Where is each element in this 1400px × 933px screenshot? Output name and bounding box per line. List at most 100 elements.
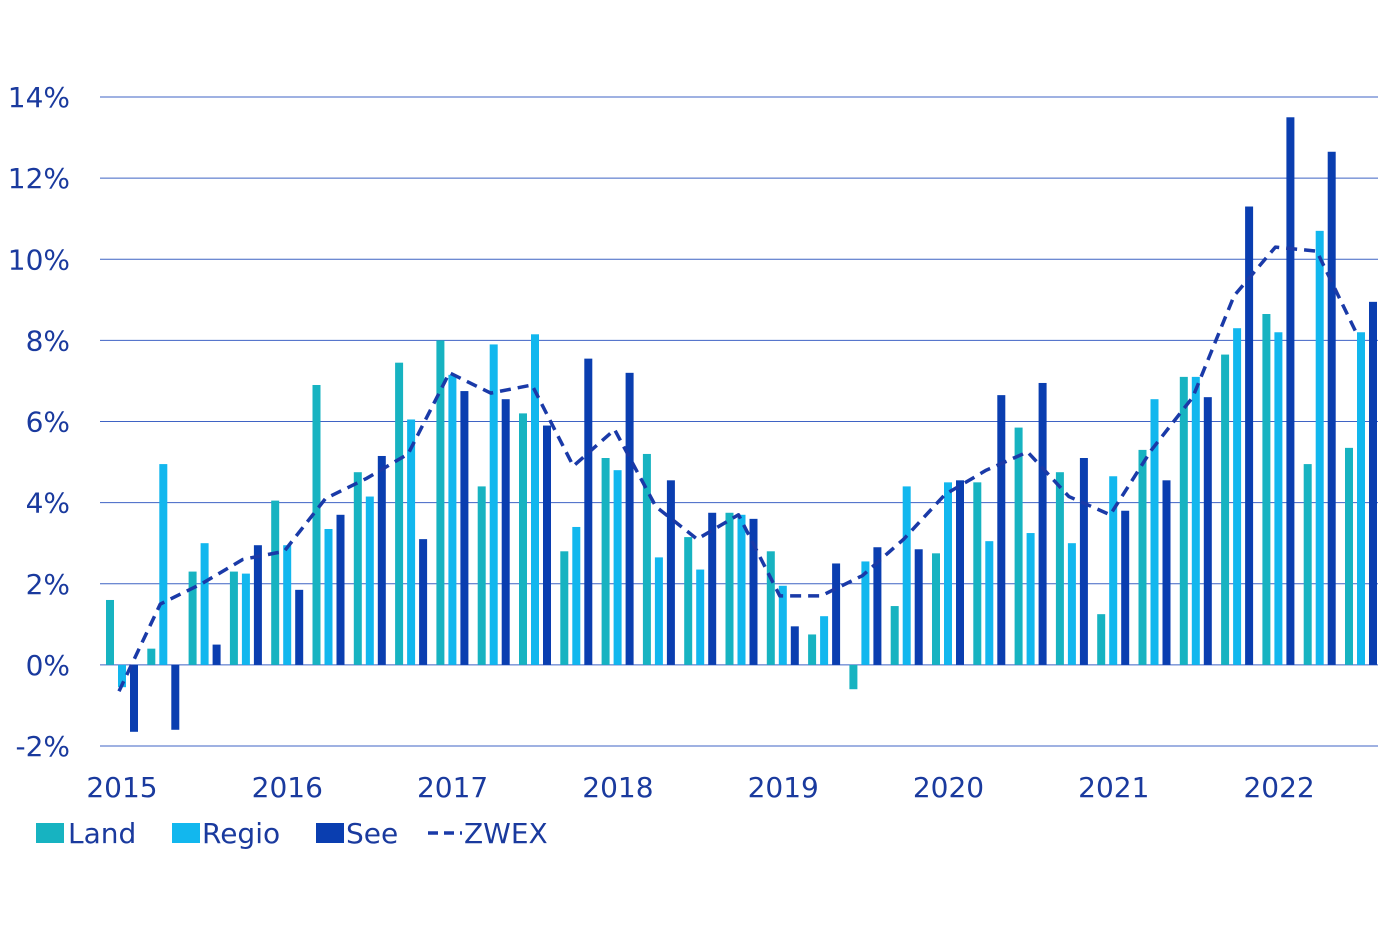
bar-regio	[861, 561, 870, 665]
bar-regio	[654, 557, 663, 665]
bar-regio	[572, 526, 581, 665]
legend-label-regio: Regio	[202, 817, 280, 850]
y-tick-label: 4%	[26, 487, 70, 520]
bar-regio	[118, 664, 126, 688]
bar-see	[790, 626, 799, 665]
legend-swatch-see	[316, 823, 344, 843]
bar-see	[295, 589, 304, 665]
bar-regio	[324, 528, 333, 665]
zwex-line-layer	[117, 245, 1360, 692]
bar-regio	[489, 344, 498, 665]
bar-land	[1179, 376, 1188, 665]
bar-see	[1079, 458, 1088, 665]
bar-see	[212, 644, 221, 665]
x-tick-label: 2022	[1243, 771, 1314, 804]
bar-land	[188, 571, 197, 665]
bar-regio	[696, 569, 705, 665]
bar-regio	[159, 464, 168, 665]
x-tick-label: 2016	[252, 771, 323, 804]
bar-land	[229, 571, 238, 665]
bar-see	[501, 399, 510, 665]
bar-see	[708, 512, 717, 665]
bar-see	[1121, 510, 1130, 665]
bar-land	[312, 384, 321, 665]
x-axis: 2015 2016 2017 2018 2019 2020 2021 2022	[86, 771, 1314, 804]
bar-regio	[1191, 376, 1200, 665]
bar-regio	[1315, 230, 1324, 665]
bar-land	[642, 453, 651, 665]
bar-regio	[778, 585, 787, 665]
y-tick-label: 6%	[26, 406, 70, 439]
bar-regio	[1233, 328, 1242, 665]
bar-regio	[902, 486, 911, 665]
bar-see	[625, 372, 634, 665]
bar-regio	[737, 514, 746, 665]
bar-regio	[283, 545, 292, 665]
y-axis: -2% 0% 2% 4% 6% 8% 10% 12% 14%	[8, 81, 70, 763]
bar-land	[684, 537, 693, 665]
bar-regio	[531, 334, 539, 665]
bar-see	[460, 391, 469, 665]
bar-see	[1327, 151, 1336, 665]
bar-regio	[985, 541, 994, 665]
bar-land	[601, 458, 610, 665]
x-tick-label: 2019	[748, 771, 819, 804]
legend-label-zwex: ZWEX	[464, 817, 548, 850]
bar-land	[932, 553, 940, 665]
y-tick-label: 10%	[8, 243, 70, 276]
bar-land	[1055, 472, 1064, 665]
bar-regio	[1109, 476, 1118, 665]
bar-see	[336, 514, 345, 665]
y-tick-label: -2%	[15, 730, 70, 763]
bar-land	[436, 340, 445, 665]
zwex-line	[117, 245, 1360, 692]
bar-regio	[1274, 332, 1283, 665]
bar-see	[1203, 397, 1212, 665]
legend-swatch-land	[36, 823, 64, 843]
x-tick-label: 2017	[417, 771, 488, 804]
bar-land	[477, 486, 486, 665]
legend-label-see: See	[346, 817, 398, 850]
bar-regio	[365, 496, 374, 665]
bar-regio	[1150, 399, 1159, 665]
bars	[106, 117, 1377, 732]
bar-land	[1014, 427, 1023, 665]
bar-land	[849, 664, 858, 690]
bar-see	[666, 480, 675, 665]
bar-see	[377, 455, 386, 665]
bar-land	[1345, 447, 1353, 665]
bar-see	[1245, 206, 1254, 665]
bar-regio	[1067, 543, 1076, 665]
x-tick-label: 2018	[582, 771, 653, 804]
bar-see	[832, 563, 841, 665]
bar-see	[1369, 301, 1377, 665]
bar-see	[873, 547, 882, 665]
y-tick-label: 2%	[26, 568, 70, 601]
bar-land	[271, 500, 280, 665]
bar-regio	[200, 543, 209, 665]
bar-land	[808, 634, 817, 665]
bar-regio	[820, 616, 829, 665]
bar-land	[973, 482, 982, 665]
bar-land	[725, 512, 734, 665]
bar-regio	[407, 419, 416, 665]
bar-see	[1038, 382, 1047, 665]
bar-regio	[241, 573, 250, 665]
bar-regio	[613, 470, 622, 665]
bar-land	[560, 551, 569, 665]
bar-regio	[944, 482, 952, 665]
bar-land	[1303, 464, 1312, 665]
x-tick-label: 2021	[1078, 771, 1149, 804]
bar-regio	[1026, 533, 1035, 665]
bar-land	[106, 599, 114, 665]
bar-see	[914, 549, 923, 665]
legend: Land Regio See ZWEX	[36, 817, 548, 850]
x-tick-label: 2015	[86, 771, 157, 804]
bar-land	[519, 413, 527, 665]
bar-regio	[1357, 332, 1365, 665]
x-tick-label: 2020	[913, 771, 984, 804]
bar-land	[147, 648, 156, 665]
bar-land	[1138, 449, 1147, 665]
bar-see	[956, 480, 964, 665]
